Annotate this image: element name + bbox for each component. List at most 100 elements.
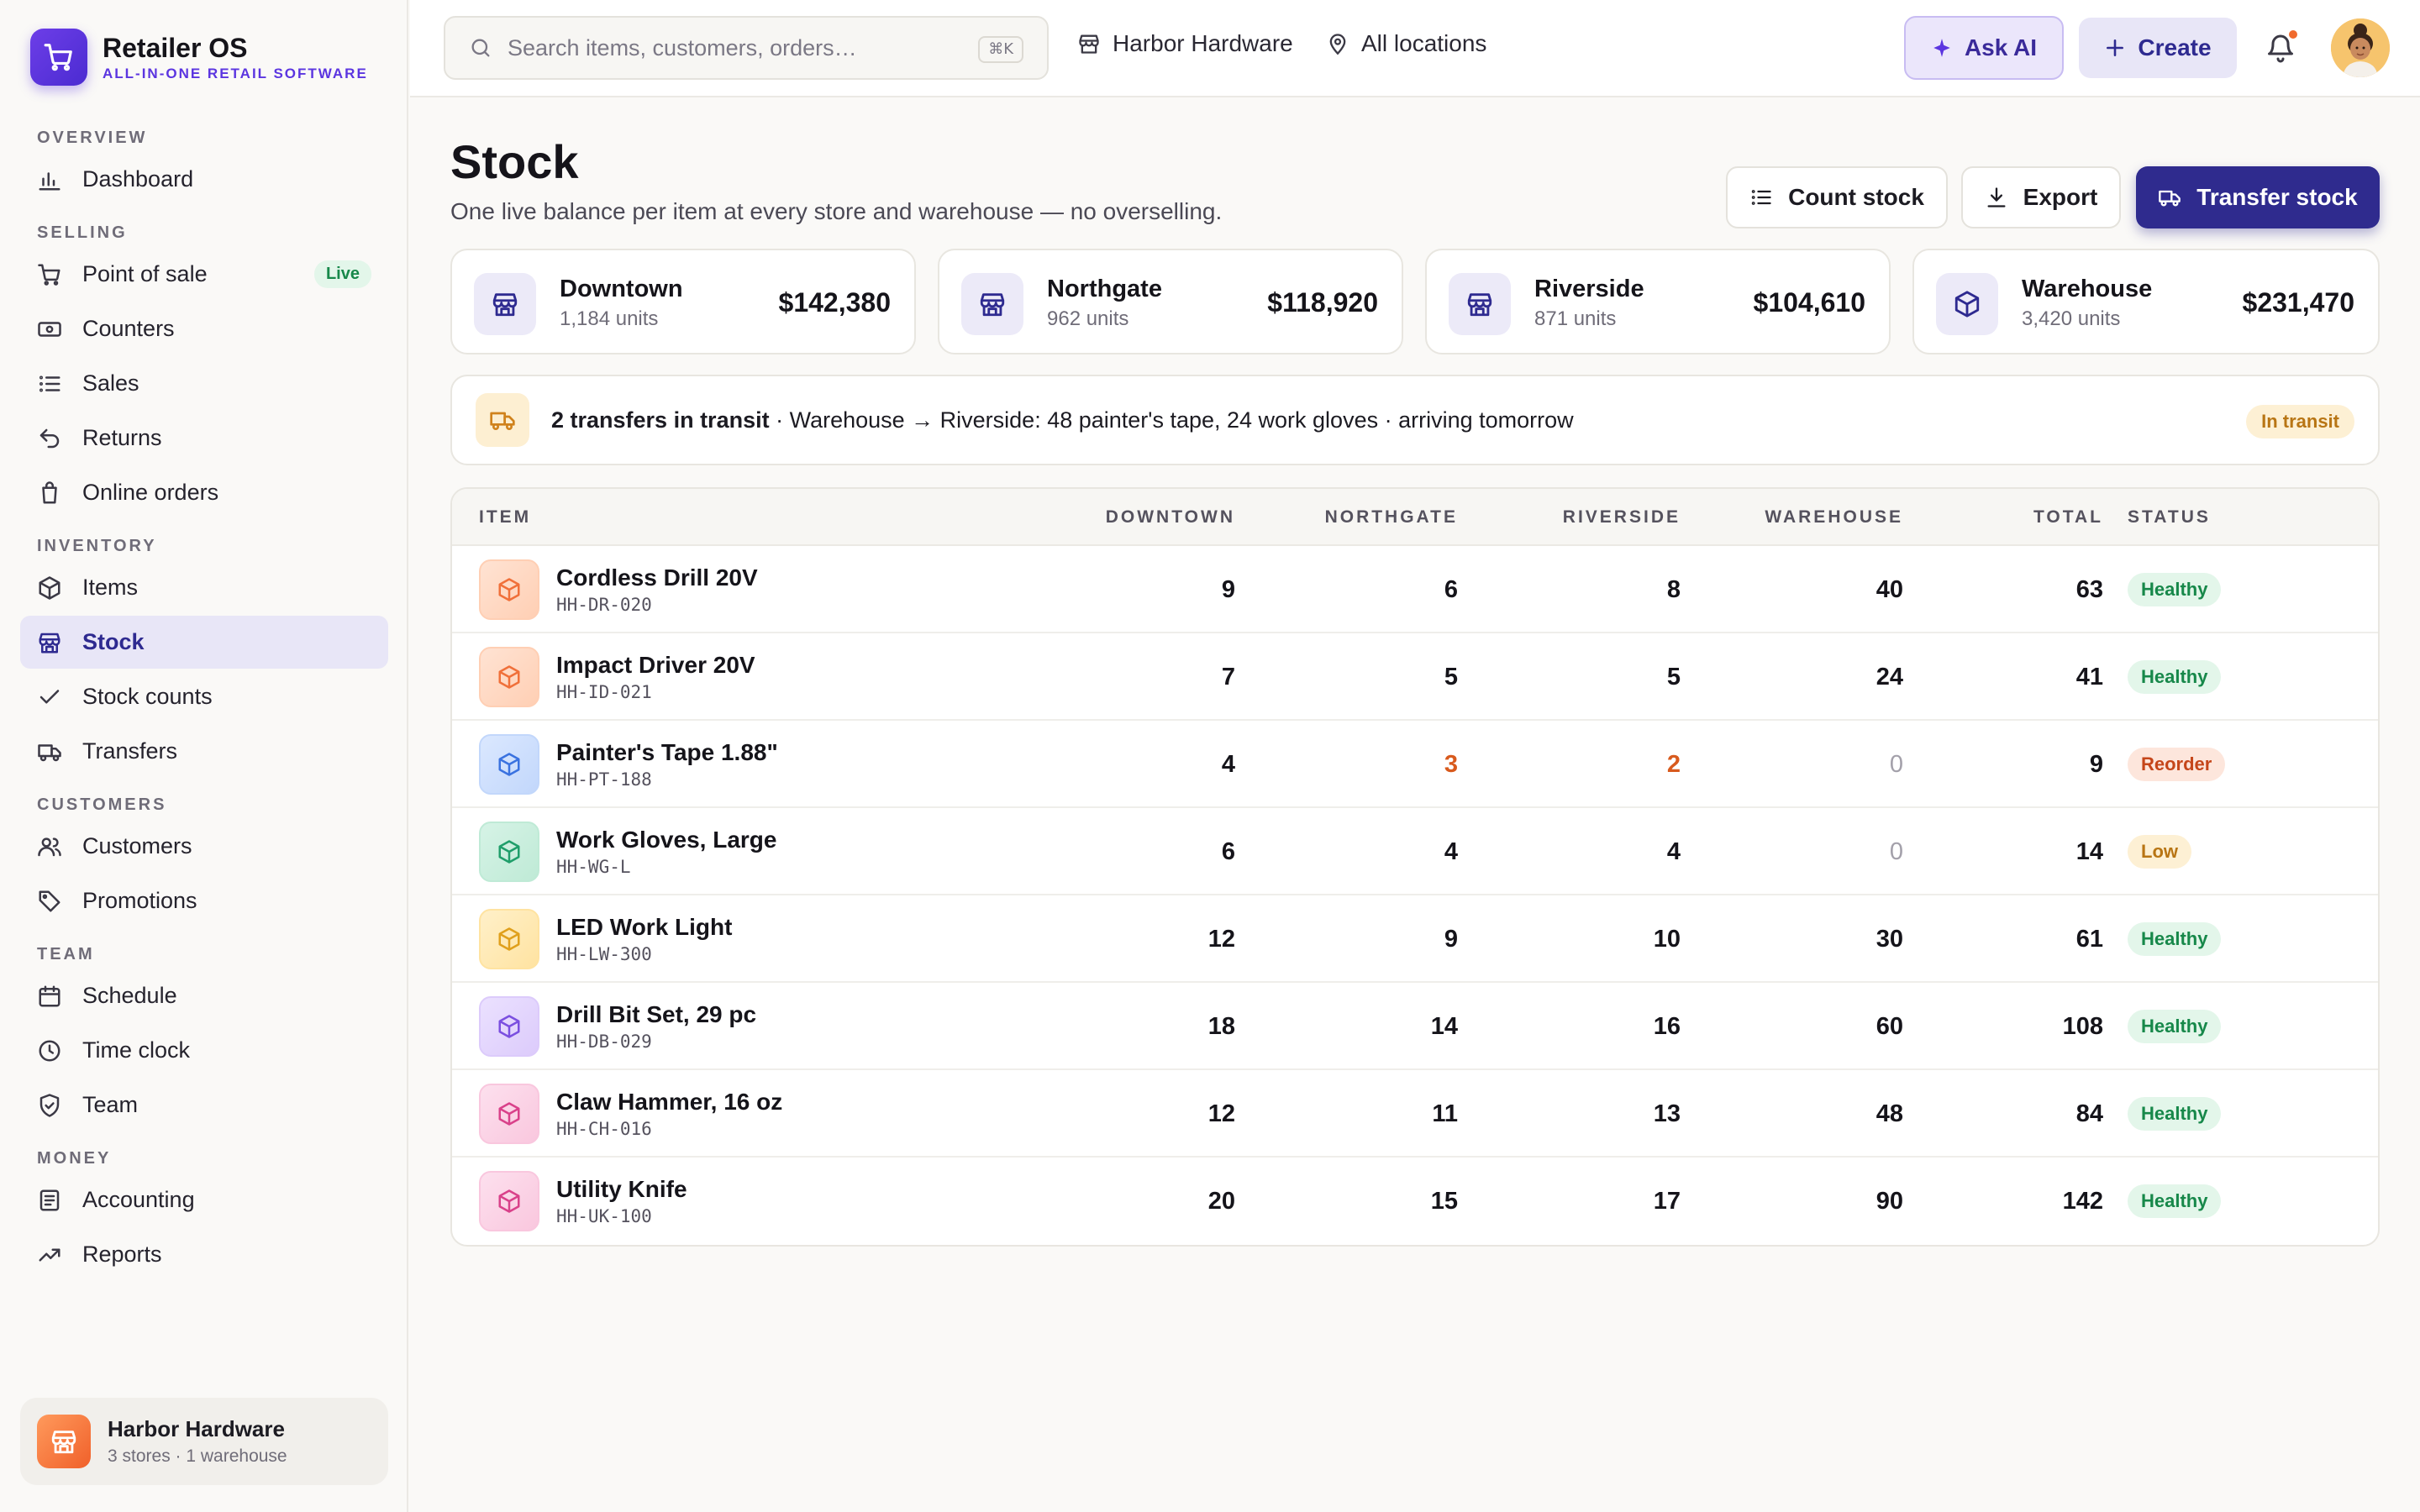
stock-count-warehouse: 30 — [1876, 926, 1903, 953]
sidebar-item-schedule[interactable]: Schedule — [20, 969, 388, 1022]
brand-tagline: ALL-IN-ONE RETAIL SOFTWARE — [103, 65, 368, 81]
stock-count-total: 84 — [2075, 1100, 2103, 1127]
stock-count-total: 14 — [2075, 838, 2103, 865]
stock-count-total: 108 — [2062, 1013, 2103, 1040]
table-row[interactable]: Claw Hammer, 16 oz HH-CH-016 12 11 13 48 84 Hea… — [452, 1070, 2378, 1158]
table-row[interactable]: Painter's Tape 1.88" HH-PT-188 4 3 2 0 9 Reorde… — [452, 721, 2378, 808]
item-name[interactable]: Utility Knife — [556, 1176, 687, 1202]
create-button[interactable]: Create — [2079, 18, 2237, 78]
table-row[interactable]: LED Work Light HH-LW-300 12 9 10 30 61 Healthy — [452, 895, 2378, 983]
item-name[interactable]: LED Work Light — [556, 914, 733, 940]
sidebar-item-label: Time clock — [82, 1037, 191, 1063]
location-name: Downtown — [560, 276, 683, 302]
sidebar-item-team[interactable]: Team — [20, 1079, 388, 1131]
stock-count-downtown: 12 — [1207, 1100, 1235, 1127]
transfer-stock-button[interactable]: Transfer stock — [2136, 166, 2380, 228]
item-name[interactable]: Claw Hammer, 16 oz — [556, 1089, 783, 1115]
column-header-riverside[interactable]: RIVERSIDE — [1562, 507, 1681, 527]
sidebar-item-promotions[interactable]: Promotions — [20, 874, 388, 927]
count-stock-button[interactable]: Count stock — [1726, 166, 1948, 228]
stock-count-downtown: 18 — [1207, 1013, 1235, 1040]
sidebar-item-reports[interactable]: Reports — [20, 1228, 388, 1281]
location-value: $104,610 — [1753, 287, 1865, 318]
sidebar-item-sales[interactable]: Sales — [20, 357, 388, 410]
stock-count-northgate: 14 — [1430, 1013, 1458, 1040]
brand[interactable]: Retailer OS ALL-IN-ONE RETAIL SOFTWARE — [30, 29, 368, 86]
sidebar-item-items[interactable]: Items — [20, 561, 388, 614]
sidebar-item-online-orders[interactable]: Online orders — [20, 466, 388, 519]
sidebar-item-stock[interactable]: Stock — [20, 616, 388, 669]
stock-table: ITEM DOWNTOWN NORTHGATE RIVERSIDE WAREHO… — [450, 487, 2380, 1247]
sidebar-item-customers[interactable]: Customers — [20, 820, 388, 873]
item-name[interactable]: Impact Driver 20V — [556, 652, 755, 678]
search-input[interactable]: Search items, customers, orders… ⌘K — [444, 16, 1049, 80]
item-name[interactable]: Drill Bit Set, 29 pc — [556, 1001, 757, 1027]
location-card-northgate[interactable]: Northgate 962 units $118,920 — [938, 249, 1403, 354]
keyboard-shortcut: ⌘K — [978, 36, 1023, 63]
item-name[interactable]: Cordless Drill 20V — [556, 564, 758, 591]
status-badge: Healthy — [2128, 1184, 2222, 1218]
trending-up-icon — [39, 1248, 60, 1261]
item-sku: HH-PT-188 — [556, 769, 652, 790]
column-header-total[interactable]: TOTAL — [2033, 507, 2103, 527]
column-header-downtown[interactable]: DOWNTOWN — [1105, 507, 1235, 527]
table-row[interactable]: Impact Driver 20V HH-ID-021 7 5 5 24 41 Healthy — [452, 633, 2378, 721]
sidebar-item-label: Dashboard — [82, 166, 194, 192]
store-switcher[interactable]: Harbor Hardware 3 stores · 1 warehouse — [20, 1398, 388, 1485]
location-card-riverside[interactable]: Riverside 871 units $104,610 — [1425, 249, 1891, 354]
column-header-northgate[interactable]: NORTHGATE — [1324, 507, 1458, 527]
location-units: 1,184 units — [560, 307, 659, 330]
table-row[interactable]: Work Gloves, Large HH-WG-L 6 4 4 0 14 Low — [452, 808, 2378, 895]
export-button[interactable]: Export — [1961, 166, 2121, 228]
stock-count-warehouse: 90 — [1876, 1188, 1903, 1215]
sidebar-item-point-of-sale[interactable]: Point of sale Live — [20, 248, 388, 301]
sidebar-item-accounting[interactable]: Accounting — [20, 1173, 388, 1226]
location-selector[interactable]: All locations — [1326, 30, 1486, 57]
ask-ai-button[interactable]: Ask AI — [1904, 16, 2064, 80]
search-icon — [471, 39, 490, 57]
location-card-downtown[interactable]: Downtown 1,184 units $142,380 — [450, 249, 916, 354]
item-name[interactable]: Painter's Tape 1.88" — [556, 739, 778, 765]
count-stock-label: Count stock — [1788, 184, 1924, 210]
avatar[interactable] — [2331, 18, 2390, 77]
box-icon — [479, 647, 539, 707]
sidebar-item-time-clock[interactable]: Time clock — [20, 1024, 388, 1077]
store-icon — [474, 273, 536, 335]
sidebar-item-returns[interactable]: Returns — [20, 412, 388, 465]
column-header-item[interactable]: ITEM — [479, 507, 532, 527]
location-card-warehouse[interactable]: Warehouse 3,420 units $231,470 — [1912, 249, 2380, 354]
truck-icon — [476, 393, 529, 447]
store-selector[interactable]: Harbor Hardware — [1077, 30, 1293, 57]
item-name[interactable]: Work Gloves, Large — [556, 827, 777, 853]
transit-banner[interactable]: 2 transfers in transit · Warehouse → Riv… — [450, 375, 2380, 465]
transit-detail: · Warehouse → Riverside: 48 painter's ta… — [769, 407, 1574, 433]
box-icon — [479, 734, 539, 795]
table-row[interactable]: Cordless Drill 20V HH-DR-020 9 6 8 40 63 Health… — [452, 546, 2378, 633]
sidebar-item-dashboard[interactable]: Dashboard — [20, 153, 388, 206]
sidebar-item-label: Items — [82, 575, 139, 600]
stock-count-total: 63 — [2075, 576, 2103, 603]
sidebar-item-stock-counts[interactable]: Stock counts — [20, 670, 388, 723]
stock-count-northgate: 6 — [1444, 576, 1458, 603]
table-row[interactable]: Drill Bit Set, 29 pc HH-DB-029 18 14 16 60 108… — [452, 983, 2378, 1070]
sidebar-item-transfers[interactable]: Transfers — [20, 725, 388, 778]
status-badge: Reorder — [2128, 748, 2226, 781]
stock-count-warehouse: 40 — [1876, 576, 1903, 603]
column-header-warehouse[interactable]: WAREHOUSE — [1765, 507, 1903, 527]
status-badge: Healthy — [2128, 1097, 2222, 1131]
ask-ai-label: Ask AI — [1964, 34, 2038, 60]
table-row[interactable]: Utility Knife HH-UK-100 20 15 17 90 142 Healthy — [452, 1158, 2378, 1245]
bell-icon[interactable] — [2265, 32, 2296, 66]
cash-register-icon — [38, 321, 61, 337]
location-name: Northgate — [1047, 276, 1162, 302]
box-icon — [479, 822, 539, 882]
box-icon — [479, 909, 539, 969]
sidebar-item-label: Online orders — [82, 480, 219, 505]
status-badge: Low — [2128, 835, 2191, 869]
sidebar-item-counters[interactable]: Counters — [20, 302, 388, 355]
store-icon — [1079, 34, 1099, 54]
stock-count-downtown: 6 — [1221, 838, 1235, 865]
location-value: $142,380 — [778, 287, 891, 318]
column-header-status[interactable]: STATUS — [2128, 507, 2211, 527]
stock-count-total: 142 — [2062, 1188, 2103, 1215]
